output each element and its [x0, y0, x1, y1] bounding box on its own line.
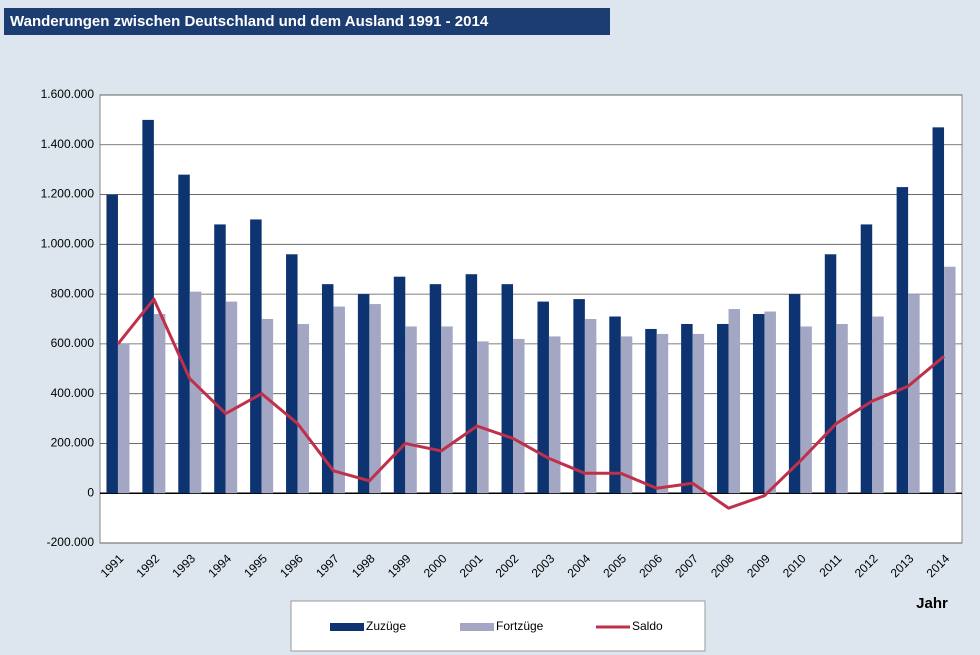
bar: [297, 323, 310, 494]
bar: [932, 127, 945, 494]
y-tick-label: 1.600.000: [41, 87, 95, 101]
legend-label: Zuzüge: [366, 619, 406, 633]
bar: [860, 224, 873, 494]
x-axis-label: Jahr: [916, 595, 948, 612]
bar: [872, 316, 884, 494]
bar: [896, 187, 909, 494]
bar: [153, 314, 166, 494]
bar: [728, 309, 741, 494]
bar: [609, 316, 621, 494]
bar: [573, 299, 585, 494]
legend-label: Saldo: [632, 619, 663, 633]
y-tick-label: 400.000: [51, 386, 95, 400]
y-tick-label: 1.000.000: [41, 237, 95, 251]
bar: [465, 274, 478, 494]
bar: [645, 328, 657, 494]
y-tick-label: 0: [87, 485, 94, 499]
bar: [656, 333, 669, 494]
bar: [513, 338, 525, 494]
chart-title: Wanderungen zwischen Deutschland und dem…: [10, 13, 489, 30]
bar: [189, 291, 202, 494]
bar: [584, 319, 597, 494]
legend-label: Fortzüge: [496, 619, 544, 633]
bar: [944, 266, 956, 494]
bar: [681, 323, 693, 494]
bar: [106, 194, 118, 494]
y-tick-label: 1.200.000: [41, 187, 95, 201]
bar: [824, 254, 837, 494]
bar: [908, 294, 920, 494]
bar: [752, 314, 765, 494]
plot-area: [99, 94, 963, 544]
y-tick-label: 200.000: [51, 436, 95, 450]
bar: [321, 284, 334, 494]
bar: [250, 219, 262, 494]
y-tick-label: 600.000: [51, 336, 95, 350]
bar: [620, 336, 633, 494]
bar: [692, 333, 705, 494]
bar: [214, 224, 226, 494]
bar: [357, 294, 370, 494]
y-tick-label: -200.000: [47, 535, 95, 549]
bar: [717, 323, 729, 494]
bar: [393, 276, 406, 494]
bar: [764, 311, 776, 494]
line: [116, 297, 946, 510]
bar: [836, 323, 848, 494]
title-bar: [4, 8, 610, 35]
bar: [441, 326, 453, 494]
y-tick-label: 800.000: [51, 286, 95, 300]
bar: [800, 326, 812, 494]
bar: [537, 301, 549, 494]
legend-swatch: [330, 623, 364, 631]
bar: [117, 343, 130, 494]
bar: [261, 319, 274, 494]
bar: [548, 336, 561, 494]
y-tick-label: 1.400.000: [41, 137, 95, 151]
bar: [477, 341, 489, 494]
bar: [788, 294, 801, 494]
bar: [369, 304, 381, 494]
legend-swatch: [460, 623, 494, 631]
legend: [290, 600, 706, 652]
bar: [501, 284, 514, 494]
bar: [225, 301, 238, 494]
bar: [429, 284, 442, 494]
bar: [405, 326, 417, 494]
bar: [333, 306, 345, 494]
bar: [286, 254, 298, 494]
bar: [178, 174, 190, 494]
